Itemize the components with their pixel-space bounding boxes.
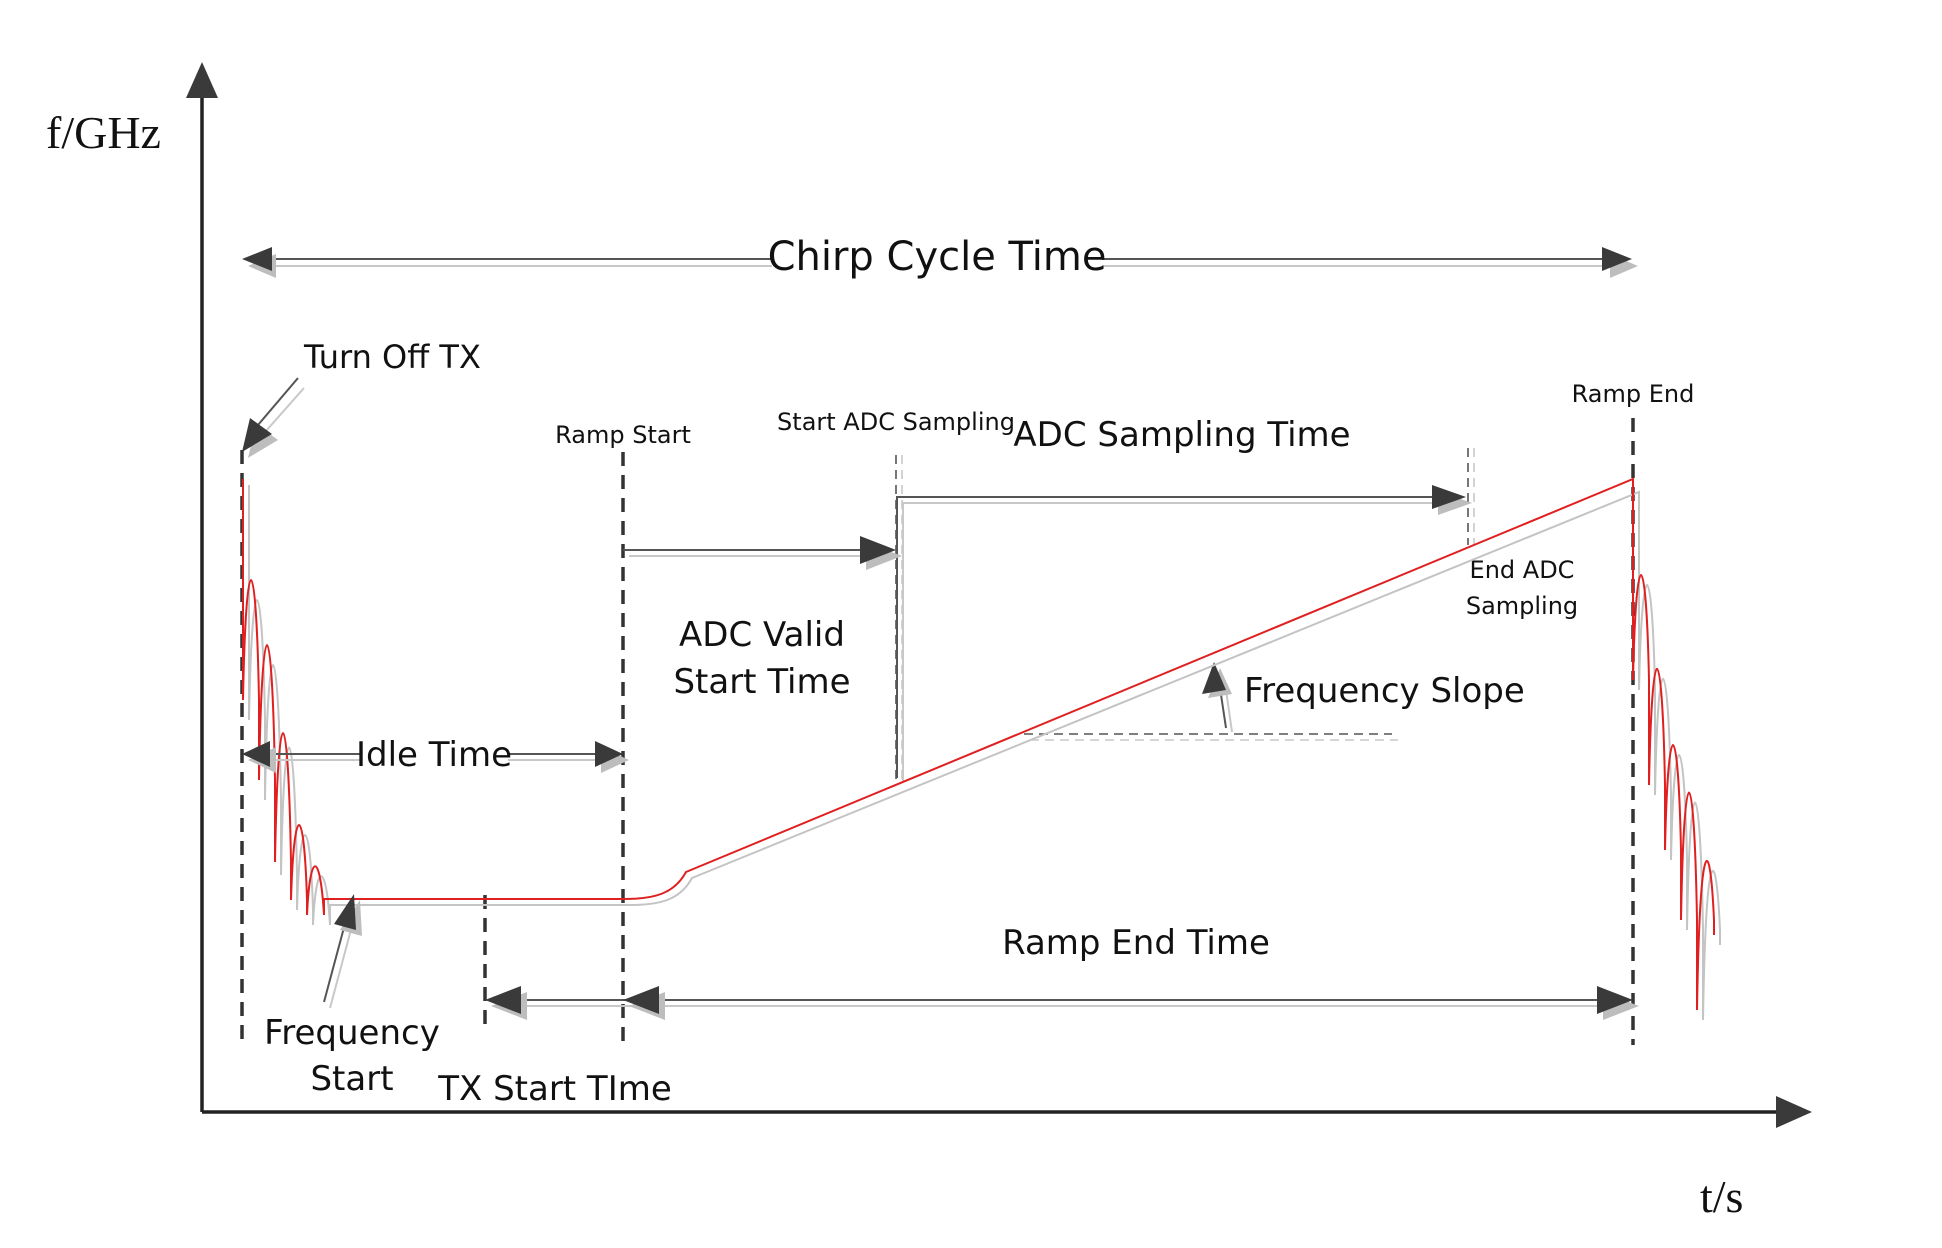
bottom-arrows xyxy=(485,986,1639,1020)
x-axis-arrowhead xyxy=(1776,1096,1812,1128)
frequency-start-pointer xyxy=(323,894,362,1009)
chirp-signal xyxy=(242,477,1721,1021)
chirp-cycle-arrowhead-right xyxy=(1602,247,1632,271)
frequency-slope-label: Frequency Slope xyxy=(1244,671,1525,711)
chirp-signal-line xyxy=(242,477,1715,1011)
ramp-end-time-arrowhead-right xyxy=(1597,986,1633,1014)
adc-valid-label-line1: ADC Valid xyxy=(679,615,845,655)
turn-off-tx-pointer xyxy=(242,377,305,458)
idle-time-arrowhead-left xyxy=(242,741,270,767)
tx-start-time-label: TX Start TIme xyxy=(437,1069,672,1109)
idle-time-label: Idle Time xyxy=(356,735,512,775)
turn-off-tx-arrowhead xyxy=(242,418,272,452)
end-adc-label-line2: Sampling xyxy=(1466,592,1578,620)
ramp-start-label: Ramp Start xyxy=(555,421,691,449)
x-axis-label: t/s xyxy=(1700,1171,1743,1222)
idle-time-arrowhead-right xyxy=(595,741,623,767)
ramp-end-time-label: Ramp End Time xyxy=(1002,923,1270,963)
adc-valid-arrowhead xyxy=(860,536,896,564)
markers xyxy=(240,418,1635,1045)
frequency-start-label-line1: Frequency xyxy=(264,1013,440,1053)
y-axis-arrowhead xyxy=(186,62,218,98)
frequency-slope-arrowhead xyxy=(1202,662,1226,694)
ramp-end-time-arrowhead-left xyxy=(623,986,659,1014)
tx-start-arrowhead-left xyxy=(485,986,521,1014)
y-axis-label: f/GHz xyxy=(46,107,161,158)
adc-sampling-time-arrow xyxy=(896,485,1472,782)
frequency-start-arrowhead xyxy=(334,894,356,930)
adc-sampling-arrowhead xyxy=(1432,485,1466,509)
adc-valid-label-line2: Start Time xyxy=(673,662,850,702)
end-adc-label-line1: End ADC xyxy=(1470,556,1575,584)
start-adc-sampling-label: Start ADC Sampling xyxy=(777,408,1015,436)
adc-valid-start-arrow xyxy=(623,536,902,570)
chirp-cycle-arrowhead-left xyxy=(242,247,272,271)
turn-off-tx-label: Turn Off TX xyxy=(303,338,481,376)
axes xyxy=(186,62,1812,1128)
ramp-end-label: Ramp End xyxy=(1572,380,1695,408)
chirp-signal-shadow xyxy=(248,485,1721,1021)
chirp-cycle-time-label: Chirp Cycle Time xyxy=(768,234,1107,280)
frequency-slope-indicator xyxy=(1024,662,1398,741)
adc-sampling-time-label: ADC Sampling Time xyxy=(1013,415,1350,455)
frequency-start-label-line2: Start xyxy=(310,1059,393,1099)
